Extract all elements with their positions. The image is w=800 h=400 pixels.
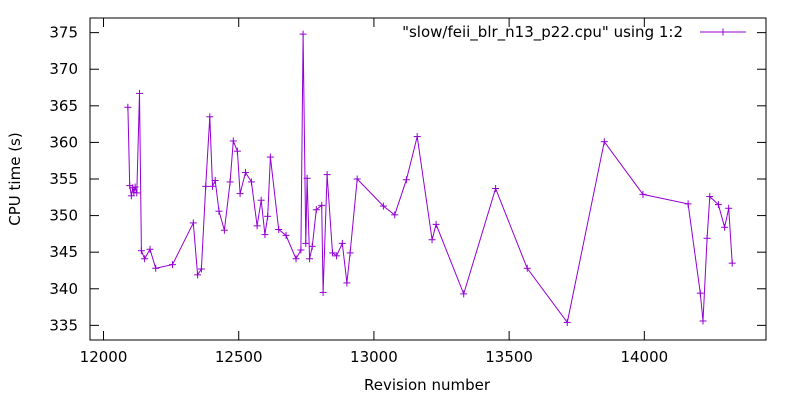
- data-point: [220, 226, 228, 234]
- data-point: [130, 188, 138, 196]
- data-point: [353, 175, 361, 183]
- data-point: [379, 202, 387, 210]
- data-point: [725, 204, 733, 212]
- data-point: [194, 271, 202, 279]
- data-point: [563, 318, 571, 326]
- data-point: [696, 289, 704, 297]
- y-tick-label: 375: [49, 24, 78, 42]
- data-point: [247, 178, 255, 186]
- data-point: [135, 89, 143, 97]
- legend-entry-label: "slow/feii_blr_n13_p22.cpu" using 1:2: [402, 23, 683, 42]
- x-tick-label: 14000: [620, 348, 668, 366]
- data-point: [492, 185, 500, 193]
- data-point: [299, 30, 307, 38]
- data-point: [346, 249, 354, 257]
- data-point: [323, 171, 331, 179]
- data-point: [308, 242, 316, 250]
- data-point: [639, 190, 647, 198]
- x-axis-ticks: 12000 12500 13000 13500 14000: [80, 18, 668, 366]
- data-point: [152, 264, 160, 272]
- x-tick-label: 13000: [350, 348, 398, 366]
- data-point: [127, 192, 135, 200]
- data-point: [208, 182, 216, 190]
- data-point: [297, 246, 305, 254]
- data-point: [253, 222, 261, 230]
- data-point: [432, 220, 440, 228]
- data-point: [141, 255, 149, 263]
- data-point: [292, 255, 300, 263]
- series-layer: [124, 30, 736, 326]
- data-point: [211, 176, 219, 184]
- y-axis-ticks: 335 340 345 350 355 360 365 370 375: [49, 24, 766, 334]
- x-tick-label: 13500: [485, 348, 533, 366]
- data-point: [215, 207, 223, 215]
- data-point: [233, 147, 241, 155]
- data-point: [728, 259, 736, 267]
- data-point: [600, 138, 608, 146]
- data-point: [460, 290, 468, 298]
- y-tick-label: 370: [49, 60, 78, 78]
- y-tick-label: 345: [49, 243, 78, 261]
- series-line: [127, 34, 733, 324]
- data-point: [338, 239, 346, 247]
- data-point: [266, 153, 274, 161]
- data-point: [428, 236, 436, 244]
- data-point: [523, 264, 531, 272]
- data-point: [333, 252, 341, 260]
- y-axis-label: CPU time (s): [6, 132, 24, 225]
- y-tick-label: 335: [49, 316, 78, 334]
- data-point: [146, 245, 154, 253]
- data-point: [257, 196, 265, 204]
- data-point: [137, 247, 145, 255]
- data-point: [684, 200, 692, 208]
- data-point: [329, 249, 337, 257]
- data-point: [275, 225, 283, 233]
- data-point: [413, 133, 421, 141]
- y-tick-label: 340: [49, 280, 78, 298]
- data-point: [229, 137, 237, 145]
- data-point: [318, 201, 326, 209]
- data-point: [236, 190, 244, 198]
- data-point: [124, 103, 132, 111]
- data-point: [721, 223, 729, 231]
- data-point: [303, 174, 311, 182]
- y-tick-label: 365: [49, 97, 78, 115]
- x-tick-label: 12500: [215, 348, 263, 366]
- data-point: [168, 261, 176, 269]
- data-point: [131, 183, 139, 191]
- y-tick-label: 355: [49, 170, 78, 188]
- data-point: [306, 255, 314, 263]
- data-point: [206, 113, 214, 121]
- data-point: [699, 317, 707, 325]
- data-point: [226, 178, 234, 186]
- data-point: [264, 212, 272, 220]
- data-point: [133, 189, 141, 197]
- data-point: [312, 206, 320, 214]
- data-point: [706, 193, 714, 201]
- x-tick-label: 12000: [80, 348, 128, 366]
- data-point: [282, 231, 290, 239]
- legend: "slow/feii_blr_n13_p22.cpu" using 1:2: [402, 23, 746, 42]
- data-point: [241, 168, 249, 176]
- data-point: [302, 239, 310, 247]
- data-point: [391, 211, 399, 219]
- data-point: [197, 265, 205, 273]
- data-point: [703, 234, 711, 242]
- data-point: [402, 176, 410, 184]
- data-point: [319, 288, 327, 296]
- data-point: [714, 201, 722, 209]
- y-tick-label: 350: [49, 207, 78, 225]
- plot-frame: [89, 17, 767, 341]
- data-point: [202, 182, 210, 190]
- data-point: [189, 219, 197, 227]
- legend-marker: [719, 28, 727, 36]
- data-point: [343, 279, 351, 287]
- y-tick-label: 360: [49, 133, 78, 151]
- x-axis-label: Revision number: [364, 376, 491, 394]
- data-point: [261, 231, 269, 239]
